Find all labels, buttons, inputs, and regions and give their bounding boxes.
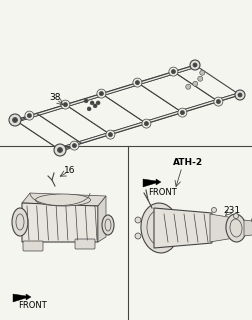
Circle shape (216, 100, 220, 104)
Circle shape (133, 78, 142, 87)
Circle shape (234, 213, 238, 219)
Circle shape (169, 67, 178, 76)
Circle shape (144, 122, 148, 126)
Circle shape (251, 218, 252, 222)
Ellipse shape (226, 214, 246, 242)
Polygon shape (15, 65, 198, 122)
Polygon shape (57, 93, 240, 150)
FancyBboxPatch shape (23, 241, 43, 251)
Circle shape (97, 89, 106, 98)
Circle shape (106, 130, 115, 139)
Circle shape (64, 103, 67, 107)
Circle shape (87, 107, 91, 111)
Polygon shape (143, 179, 161, 187)
Text: FRONT: FRONT (18, 301, 47, 310)
Circle shape (193, 81, 198, 86)
Circle shape (9, 114, 21, 126)
Circle shape (70, 141, 79, 150)
Ellipse shape (12, 208, 28, 236)
Circle shape (54, 144, 66, 156)
Circle shape (186, 84, 191, 89)
Circle shape (84, 99, 88, 103)
Circle shape (61, 100, 70, 109)
Circle shape (96, 101, 100, 105)
Circle shape (93, 104, 97, 108)
Polygon shape (13, 294, 31, 302)
Circle shape (13, 117, 17, 123)
Circle shape (214, 97, 223, 106)
Circle shape (193, 63, 197, 67)
Ellipse shape (141, 203, 179, 253)
Polygon shape (98, 196, 106, 242)
Polygon shape (154, 208, 212, 248)
Circle shape (135, 217, 141, 223)
Circle shape (200, 70, 205, 75)
Circle shape (190, 60, 200, 70)
Text: 38: 38 (50, 93, 61, 102)
Ellipse shape (102, 215, 114, 235)
Circle shape (57, 148, 62, 153)
Circle shape (180, 111, 184, 115)
Text: 231: 231 (224, 205, 241, 214)
Circle shape (211, 207, 216, 212)
Circle shape (90, 101, 94, 105)
Circle shape (135, 233, 141, 239)
Circle shape (198, 76, 203, 81)
Text: 16: 16 (64, 165, 76, 174)
Text: FRONT: FRONT (148, 188, 177, 196)
Circle shape (25, 111, 34, 120)
Circle shape (108, 132, 112, 137)
Circle shape (135, 81, 139, 84)
Circle shape (235, 90, 245, 100)
Polygon shape (22, 193, 106, 206)
Polygon shape (210, 214, 234, 242)
Circle shape (99, 92, 103, 96)
Circle shape (27, 114, 32, 118)
Circle shape (72, 144, 76, 148)
Polygon shape (244, 220, 252, 236)
Circle shape (178, 108, 187, 117)
Circle shape (171, 70, 175, 74)
Circle shape (238, 93, 242, 97)
Ellipse shape (36, 194, 90, 206)
Text: ATH-2: ATH-2 (173, 157, 203, 166)
Polygon shape (22, 203, 98, 242)
Circle shape (142, 119, 151, 128)
FancyBboxPatch shape (75, 239, 95, 249)
